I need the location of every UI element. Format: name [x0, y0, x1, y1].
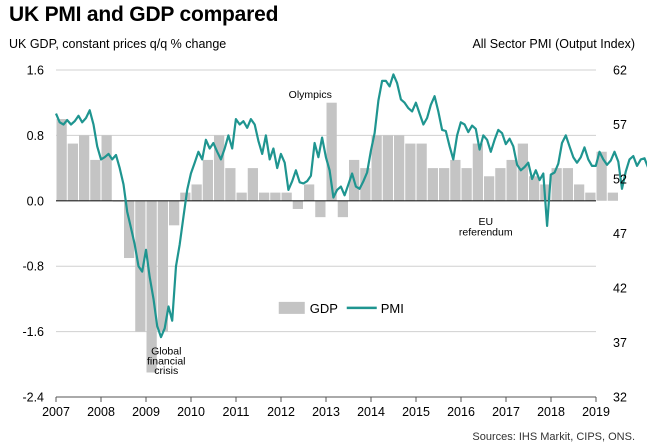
- gdp-bar: [405, 143, 416, 201]
- y-left-tick-label: 1.6: [27, 64, 44, 78]
- gdp-bar: [281, 192, 292, 201]
- gdp-bar: [135, 200, 146, 332]
- x-tick-label: 2009: [132, 405, 160, 419]
- gdp-bar: [371, 135, 382, 201]
- gdp-bar: [202, 159, 213, 201]
- gdp-bar: [225, 168, 236, 201]
- gdp-bar: [585, 192, 596, 201]
- gdp-bar: [551, 168, 562, 201]
- annotation-label: EU: [478, 216, 493, 228]
- x-tick-label: 2019: [582, 405, 610, 419]
- gdp-bar: [439, 168, 450, 201]
- annotation-label: crisis: [154, 365, 178, 377]
- gdp-bar: [337, 200, 348, 218]
- y-right-tick-label: 42: [613, 282, 627, 296]
- gdp-bar: [236, 192, 247, 201]
- x-tick-label: 2015: [402, 405, 430, 419]
- x-tick-label: 2014: [357, 405, 385, 419]
- chart-title: UK PMI and GDP compared: [9, 3, 279, 26]
- gdp-bar: [315, 200, 326, 218]
- x-tick-label: 2012: [267, 405, 295, 419]
- y-left-tick-label: -1.6: [22, 325, 44, 339]
- y-right-tick-label: 32: [613, 391, 627, 405]
- gdp-bar: [169, 200, 180, 226]
- legend-gdp-label: GDP: [310, 301, 338, 316]
- gdp-bar: [304, 184, 315, 201]
- gdp-bar: [56, 119, 67, 201]
- source-note: Sources: IHS Markit, CIPS, ONS.: [472, 431, 635, 443]
- gdp-bar: [259, 192, 270, 201]
- chart-svg: -2.4 -1.6 -0.8 0.0 0.8 1.6 32 37 42 47 52 57 62 200…: [22, 64, 647, 419]
- y-left-tick-label: 0.8: [27, 129, 44, 143]
- gdp-bar: [67, 143, 78, 201]
- gdp-bar: [484, 176, 495, 201]
- annotation-label: Olympics: [289, 89, 332, 101]
- gdp-bar: [596, 151, 607, 201]
- gdp-bar: [562, 168, 573, 201]
- x-ticks: 2007 2008 2009 2010 2011 2012 2013 2014 2015 2016…: [42, 396, 610, 419]
- x-tick-label: 2018: [537, 405, 565, 419]
- pmi-line: [54, 73, 647, 339]
- x-tick-label: 2011: [223, 405, 250, 419]
- legend-gdp-swatch: [278, 301, 305, 314]
- gdp-bar: [394, 135, 405, 201]
- gdp-bar: [506, 159, 517, 201]
- y-right-tick-label: 52: [613, 173, 627, 187]
- y-right-tick-label: 37: [613, 336, 627, 350]
- gdp-bar: [191, 184, 202, 201]
- gdp-bar: [124, 200, 135, 259]
- gdp-bar: [472, 143, 483, 201]
- left-y-ticks: -2.4 -1.6 -0.8 0.0 0.8 1.6: [22, 64, 44, 405]
- gdp-bar: [382, 135, 393, 201]
- gdp-bar: [247, 168, 258, 201]
- right-y-ticks: 32 37 42 47 52 57 62: [613, 64, 627, 405]
- gdp-bar: [461, 168, 472, 201]
- legend-pmi-label: PMI: [381, 301, 404, 316]
- x-tick-label: 2013: [312, 405, 340, 419]
- annotation-label: financial: [147, 355, 186, 367]
- left-axis-title: UK GDP, constant prices q/q % change: [9, 37, 227, 51]
- gdp-bar: [517, 143, 528, 201]
- x-tick-label: 2010: [177, 405, 205, 419]
- legend: GDP PMI: [278, 301, 404, 316]
- gdp-bar: [157, 200, 168, 332]
- annotation-label: referendum: [459, 227, 513, 239]
- gdp-bar: [495, 168, 506, 201]
- gdp-bar: [79, 135, 90, 201]
- gdp-bar: [292, 200, 303, 209]
- gdp-bar: [427, 168, 438, 201]
- y-right-tick-label: 57: [613, 118, 627, 132]
- x-tick-label: 2007: [42, 405, 70, 419]
- gdp-bar: [607, 192, 618, 201]
- right-axis-title: All Sector PMI (Output Index): [472, 37, 635, 51]
- gdp-bar: [450, 159, 461, 201]
- y-left-tick-label: 0.0: [27, 194, 44, 208]
- gdp-bar: [270, 192, 281, 201]
- pmi-line-group: [54, 73, 647, 339]
- gdp-bar: [574, 184, 585, 201]
- gdp-bar: [90, 159, 101, 201]
- y-right-tick-label: 47: [613, 227, 627, 241]
- y-right-tick-label: 62: [613, 64, 627, 78]
- gdp-bar: [529, 176, 540, 201]
- gdp-bar: [101, 135, 112, 201]
- y-left-tick-label: -0.8: [22, 260, 44, 274]
- x-tick-label: 2008: [87, 405, 115, 419]
- y-left-tick-label: -2.4: [22, 391, 44, 405]
- gdp-bar: [360, 168, 371, 201]
- gdp-bar: [416, 143, 427, 201]
- x-tick-label: 2016: [447, 405, 475, 419]
- x-tick-label: 2017: [492, 405, 520, 419]
- gdp-bar: [214, 135, 225, 201]
- annotation-label: Global: [151, 345, 181, 357]
- gdp-bar: [326, 102, 337, 201]
